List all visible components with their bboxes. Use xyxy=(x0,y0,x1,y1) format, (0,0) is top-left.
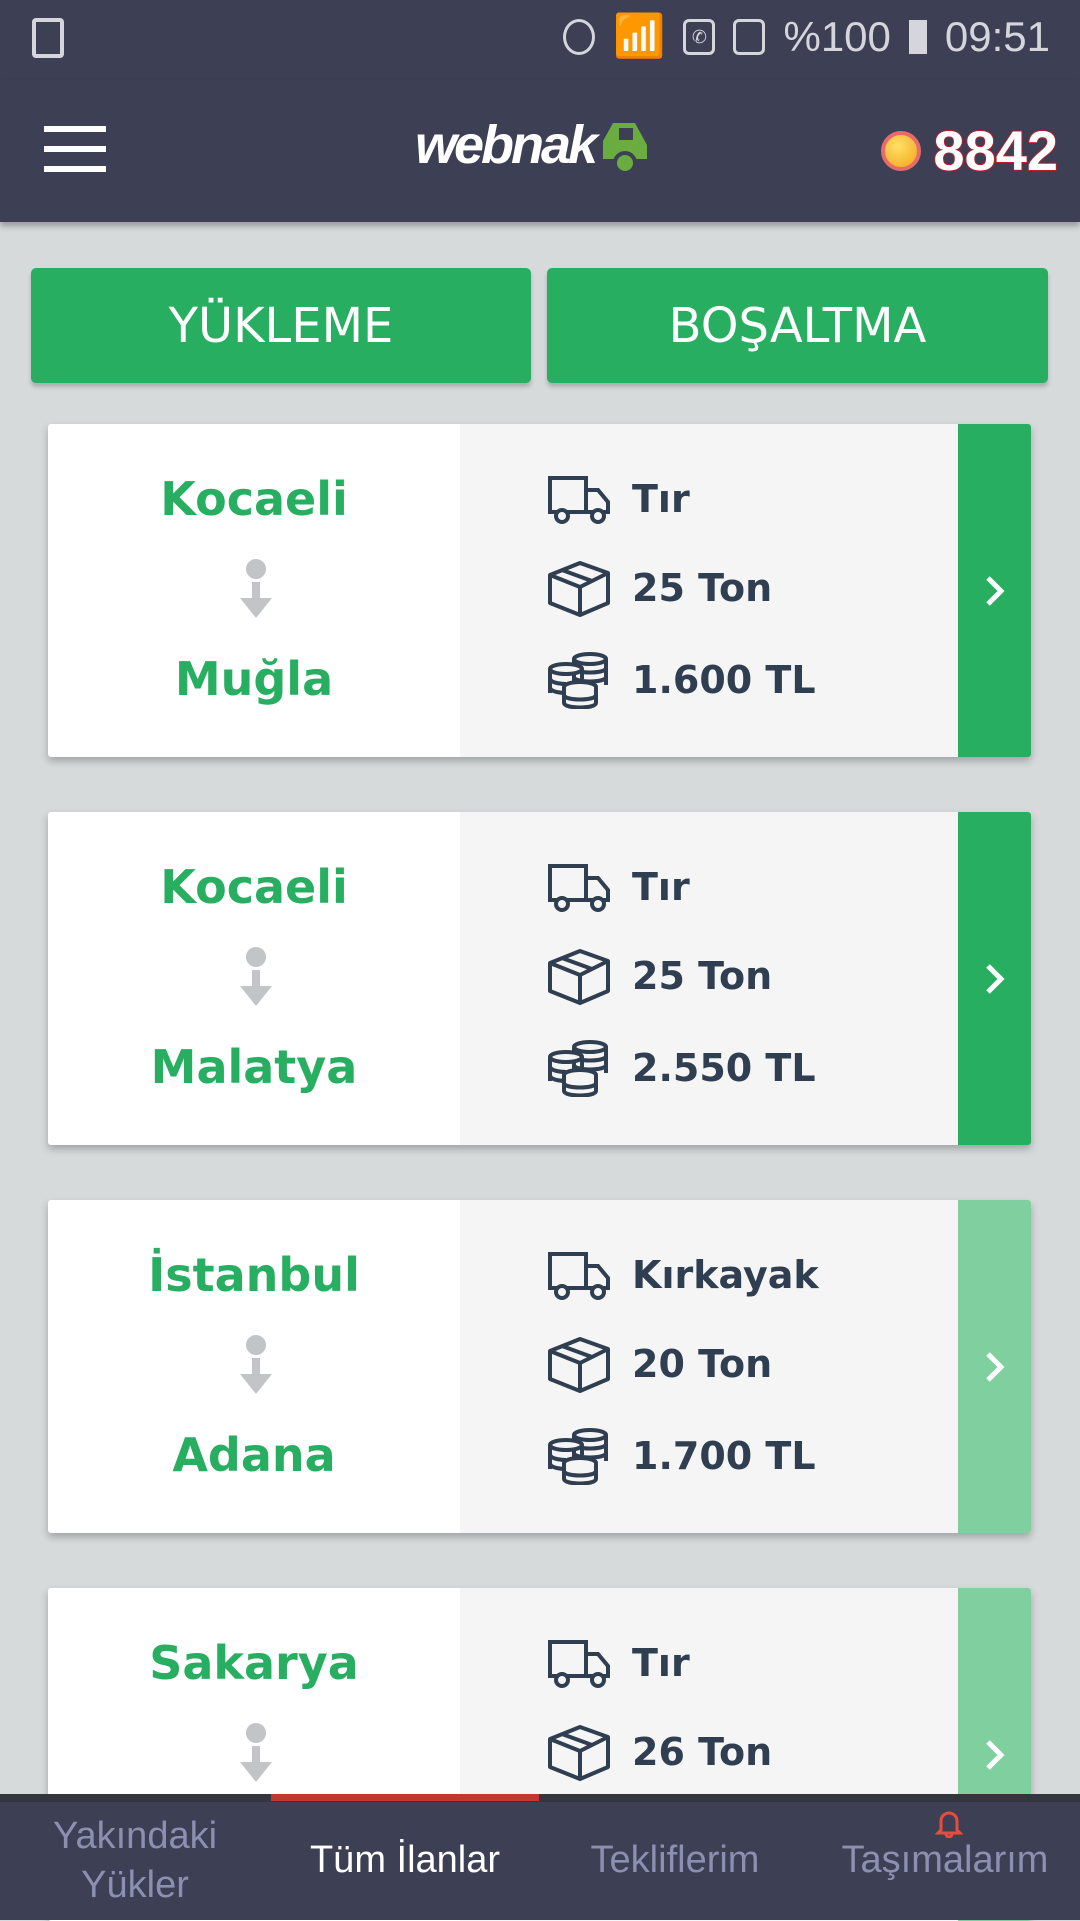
listing-card[interactable]: Kocaeli Malatya Tır 25 Ton 2.550 TL xyxy=(48,812,1031,1145)
tab-my-offers[interactable]: Tekliflerim xyxy=(590,1839,760,1882)
loading-filter-button[interactable]: YÜKLEME xyxy=(31,268,531,383)
arrow-down-icon xyxy=(240,559,272,618)
destination-city: Adana xyxy=(172,1428,336,1482)
vehicle-type: Kırkayak xyxy=(632,1253,819,1297)
logo: webnak xyxy=(415,114,655,176)
vehicle-row: Tır xyxy=(546,858,690,916)
coins-icon xyxy=(548,1040,608,1097)
chevron-right-icon xyxy=(985,1351,1005,1382)
destination-city: Muğla xyxy=(174,652,334,706)
price-row: 1.600 TL xyxy=(546,651,816,709)
weight-row: 25 Ton xyxy=(546,559,772,617)
price-row: 2.550 TL xyxy=(546,1039,816,1097)
origin-city: Kocaeli xyxy=(160,472,348,526)
truck-icon xyxy=(548,864,610,912)
vehicle-type: Tır xyxy=(632,865,690,909)
status-bar: 📶 ✆ %100 09:51 xyxy=(0,0,1080,80)
listing-details: Tır 25 Ton 2.550 TL xyxy=(460,812,958,1145)
origin-city: Kocaeli xyxy=(160,860,348,914)
points-value: 8842 xyxy=(932,118,1059,183)
route: Sakarya xyxy=(48,1588,460,1921)
weight: 26 Ton xyxy=(632,1730,773,1774)
weight-row: 26 Ton xyxy=(546,1723,772,1781)
price: 1.700 TL xyxy=(632,1434,816,1478)
box-icon xyxy=(548,1725,610,1781)
chevron-right-icon xyxy=(985,1739,1005,1770)
coins-icon xyxy=(548,652,608,709)
medal-icon xyxy=(881,130,922,171)
truck-logo-icon xyxy=(603,123,648,175)
alarm-icon xyxy=(563,18,596,55)
weight-row: 25 Ton xyxy=(546,947,772,1005)
truck-icon xyxy=(548,1640,610,1688)
app-header: webnak 8842 xyxy=(0,80,1080,222)
route: İstanbul Adana xyxy=(48,1200,460,1533)
open-listing-button[interactable] xyxy=(958,1200,1031,1533)
weight: 20 Ton xyxy=(632,1342,773,1386)
signal-icon xyxy=(733,18,766,55)
price: 2.550 TL xyxy=(632,1046,816,1090)
battery-level: %100 xyxy=(783,12,891,60)
listing-card[interactable]: İstanbul Adana Kırkayak 20 Ton 1.700 TL xyxy=(48,1200,1031,1533)
tab-my-shipments[interactable]: Taşımalarım xyxy=(810,1802,1080,1920)
route: Kocaeli Muğla xyxy=(48,424,460,757)
vehicle-row: Tır xyxy=(546,470,690,528)
bottom-nav: Yakındaki Yükler Tüm İlanlar Tekliflerim… xyxy=(0,1794,1080,1920)
destination-city: Malatya xyxy=(150,1040,358,1094)
vehicle-type: Tır xyxy=(632,477,690,521)
device-icon xyxy=(32,18,64,58)
route: Kocaeli Malatya xyxy=(48,812,460,1145)
weight: 25 Ton xyxy=(632,954,773,998)
coins-icon xyxy=(548,1428,608,1485)
active-tab-indicator xyxy=(271,1794,539,1801)
chevron-right-icon xyxy=(985,963,1005,994)
arrow-down-icon xyxy=(240,1723,272,1782)
points-badge[interactable]: 8842 xyxy=(881,118,1059,183)
vehicle-row: Tır xyxy=(546,1634,690,1692)
origin-city: Sakarya xyxy=(149,1636,359,1690)
listing-card[interactable]: Kocaeli Muğla Tır 25 Ton 1.600 TL xyxy=(48,424,1031,757)
box-icon xyxy=(548,949,610,1005)
open-listing-button[interactable] xyxy=(958,812,1031,1145)
weight: 25 Ton xyxy=(632,566,773,610)
origin-city: İstanbul xyxy=(148,1248,360,1302)
price: 1.600 TL xyxy=(632,658,816,702)
tab-nearby-loads[interactable]: Yakındaki Yükler xyxy=(52,1814,218,1906)
wifi-icon: 📶 xyxy=(613,12,666,59)
call-icon: ✆ xyxy=(683,18,716,55)
bell-icon xyxy=(935,1811,963,1838)
arrow-down-icon xyxy=(240,947,272,1006)
unloading-filter-button[interactable]: BOŞALTMA xyxy=(547,268,1048,383)
listing-details: Kırkayak 20 Ton 1.700 TL xyxy=(460,1200,958,1533)
truck-icon xyxy=(548,476,610,524)
logo-text: webnak xyxy=(415,115,598,175)
price-row: 1.700 TL xyxy=(546,1427,816,1485)
menu-icon[interactable] xyxy=(44,126,106,172)
weight-row: 20 Ton xyxy=(546,1335,772,1393)
vehicle-type: Tır xyxy=(632,1641,690,1685)
truck-icon xyxy=(548,1252,610,1300)
open-listing-button[interactable] xyxy=(958,424,1031,757)
arrow-down-icon xyxy=(240,1335,272,1394)
chevron-right-icon xyxy=(985,575,1005,606)
listing-details: Tır 25 Ton 1.600 TL xyxy=(460,424,958,757)
tab-all-listings[interactable]: Tüm İlanlar xyxy=(309,1839,501,1882)
box-icon xyxy=(548,561,610,617)
box-icon xyxy=(548,1337,610,1393)
battery-icon xyxy=(908,19,927,54)
vehicle-row: Kırkayak xyxy=(546,1246,819,1304)
clock: 09:51 xyxy=(944,12,1050,60)
